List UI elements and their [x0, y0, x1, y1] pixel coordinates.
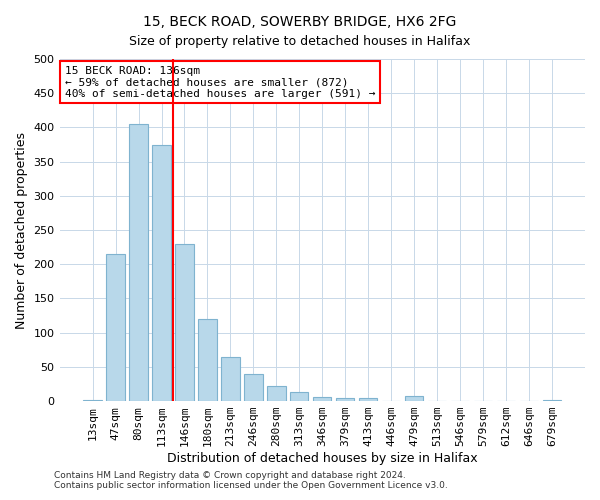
Bar [290, 392, 308, 401]
Bar [83, 400, 102, 401]
Text: 15 BECK ROAD: 136sqm
← 59% of detached houses are smaller (872)
40% of semi-deta: 15 BECK ROAD: 136sqm ← 59% of detached h… [65, 66, 375, 99]
Bar [175, 244, 194, 401]
Bar [267, 386, 286, 401]
Bar [221, 356, 239, 401]
Y-axis label: Number of detached properties: Number of detached properties [15, 132, 28, 328]
Bar [405, 396, 424, 401]
Bar [106, 254, 125, 401]
Bar [152, 144, 170, 401]
Bar [336, 398, 355, 401]
Bar [198, 319, 217, 401]
Text: Contains HM Land Registry data © Crown copyright and database right 2024.
Contai: Contains HM Land Registry data © Crown c… [54, 470, 448, 490]
Text: 15, BECK ROAD, SOWERBY BRIDGE, HX6 2FG: 15, BECK ROAD, SOWERBY BRIDGE, HX6 2FG [143, 15, 457, 29]
X-axis label: Distribution of detached houses by size in Halifax: Distribution of detached houses by size … [167, 452, 478, 465]
Bar [244, 374, 263, 401]
Bar [313, 397, 331, 401]
Bar [543, 400, 561, 401]
Bar [130, 124, 148, 401]
Text: Size of property relative to detached houses in Halifax: Size of property relative to detached ho… [130, 35, 470, 48]
Bar [359, 398, 377, 401]
